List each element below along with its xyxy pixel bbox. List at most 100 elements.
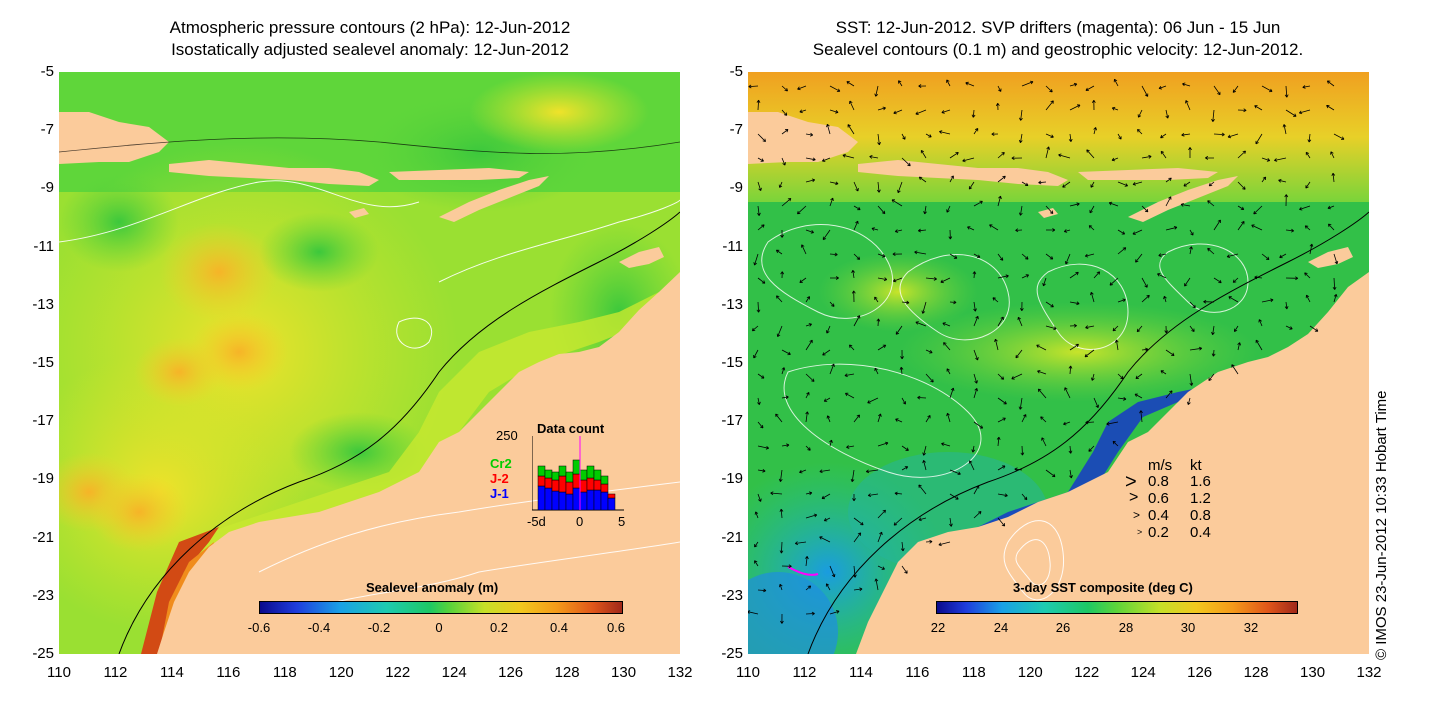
- velocity-arrow: [849, 100, 855, 111]
- velocity-arrow: [805, 445, 811, 451]
- velocity-arrow: [1327, 205, 1335, 210]
- right-title-line1: SST: 12-Jun-2012. SVP drifters (magenta)…: [835, 18, 1281, 37]
- velocity-arrow: [754, 541, 759, 548]
- velocity-arrow: [1112, 325, 1119, 332]
- velocity-arrow: [949, 517, 953, 527]
- x-axis-label: 120: [328, 664, 354, 681]
- velocity-arrow: [751, 325, 759, 332]
- y-axis-label: -7: [40, 121, 54, 139]
- velocity-arrow: [1045, 325, 1057, 331]
- velocity-arrow: [1141, 347, 1149, 352]
- velocity-arrow: [925, 415, 931, 423]
- velocity-arrow: [877, 344, 887, 351]
- x-axis-label: 122: [385, 664, 411, 681]
- velocity-arrow: [877, 531, 883, 543]
- velocity-arrow: [994, 338, 999, 351]
- key-arrow-icon: >: [1133, 508, 1141, 522]
- velocity-arrow: [1068, 445, 1073, 454]
- velocity-arrow: [1093, 127, 1097, 135]
- velocity-arrow: [973, 485, 980, 495]
- y-axis-label: -19: [32, 470, 54, 488]
- velocity-arrow: [1305, 181, 1311, 189]
- velocity-arrow: [1093, 397, 1099, 409]
- velocity-arrow: [780, 271, 785, 279]
- velocity-arrow: [1069, 104, 1081, 111]
- velocity-arrow: [1261, 85, 1273, 93]
- x-axis-label: 132: [667, 664, 693, 681]
- velocity-arrow: [899, 366, 904, 375]
- key-ms: 0.8: [1148, 473, 1169, 490]
- velocity-arrow: [901, 565, 908, 574]
- data-count-histogram: [532, 436, 624, 511]
- velocity-arrow: [1117, 298, 1126, 303]
- velocity-arrow: [1165, 226, 1178, 231]
- velocity-arrow: [1141, 277, 1148, 288]
- velocity-arrow: [1160, 370, 1167, 375]
- velocity-arrow: [876, 181, 881, 193]
- velocity-arrow: [853, 253, 861, 260]
- velocity-arrow: [757, 205, 761, 216]
- velocity-arrow: [801, 244, 807, 255]
- y-axis-label: -9: [40, 179, 54, 197]
- velocity-arrow: [893, 109, 903, 115]
- velocity-arrow: [874, 296, 879, 303]
- velocity-arrow: [1088, 225, 1095, 231]
- velocity-arrow: [821, 157, 831, 162]
- velocity-arrow: [941, 109, 951, 114]
- left-colorbar-label: 0.2: [489, 620, 509, 635]
- y-axis-label: -13: [721, 295, 743, 313]
- velocity-arrow: [757, 157, 764, 162]
- velocity-arrow: [770, 491, 783, 496]
- velocity-arrow: [1284, 301, 1289, 310]
- velocity-arrow: [949, 493, 959, 500]
- velocity-arrow: [1084, 253, 1095, 258]
- velocity-arrow: [973, 127, 979, 135]
- velocity-arrow: [779, 583, 783, 591]
- y-axis-label: -23: [721, 586, 743, 604]
- velocity-arrow: [821, 493, 831, 500]
- velocity-arrow: [877, 253, 886, 258]
- velocity-arrow: [1037, 388, 1047, 399]
- velocity-arrow: [973, 421, 984, 429]
- velocity-arrow: [846, 81, 855, 87]
- velocity-arrow: [973, 301, 977, 312]
- y-axis-label: -19: [721, 470, 743, 488]
- velocity-arrow: [1108, 201, 1119, 207]
- velocity-arrow: [1113, 78, 1119, 87]
- velocity-arrow: [1188, 147, 1192, 158]
- left-map: [59, 72, 680, 654]
- velocity-arrow: [797, 85, 807, 91]
- velocity-arrow: [949, 152, 959, 159]
- velocity-arrow: [853, 517, 864, 526]
- x-axis-label: 118: [961, 664, 986, 681]
- key-kt: 0.4: [1190, 524, 1211, 541]
- velocity-arrow: [1112, 440, 1119, 447]
- velocity-arrow: [805, 585, 812, 591]
- velocity-arrow: [925, 133, 932, 138]
- velocity-arrow: [1331, 172, 1336, 183]
- x-axis-label: 128: [1243, 664, 1269, 681]
- velocity-arrow: [1205, 156, 1215, 160]
- velocity-arrow: [1135, 373, 1143, 379]
- velocity-arrow: [1227, 133, 1239, 139]
- velocity-arrow: [852, 494, 856, 502]
- velocity-arrow: [1228, 296, 1239, 303]
- velocity-arrow: [1189, 301, 1196, 309]
- velocity-arrow: [895, 418, 903, 423]
- velocity-arrow: [1158, 253, 1167, 257]
- velocity-arrow: [943, 342, 951, 351]
- velocity-arrow: [1261, 176, 1267, 183]
- velocity-arrow: [946, 205, 951, 213]
- velocity-arrow: [1163, 295, 1167, 303]
- velocity-arrow: [805, 178, 816, 183]
- velocity-arrow: [915, 321, 927, 327]
- velocity-key-row: > 0.6 1.2: [1129, 489, 1239, 508]
- velocity-arrow: [1089, 205, 1095, 214]
- velocity-arrow: [1232, 277, 1239, 283]
- velocity-arrow: [1255, 339, 1263, 351]
- velocity-arrow: [1285, 325, 1293, 330]
- key-ms: 0.6: [1148, 490, 1169, 507]
- velocity-arrow: [1068, 365, 1073, 375]
- velocity-arrow: [877, 413, 882, 423]
- velocity-arrow: [1285, 109, 1297, 117]
